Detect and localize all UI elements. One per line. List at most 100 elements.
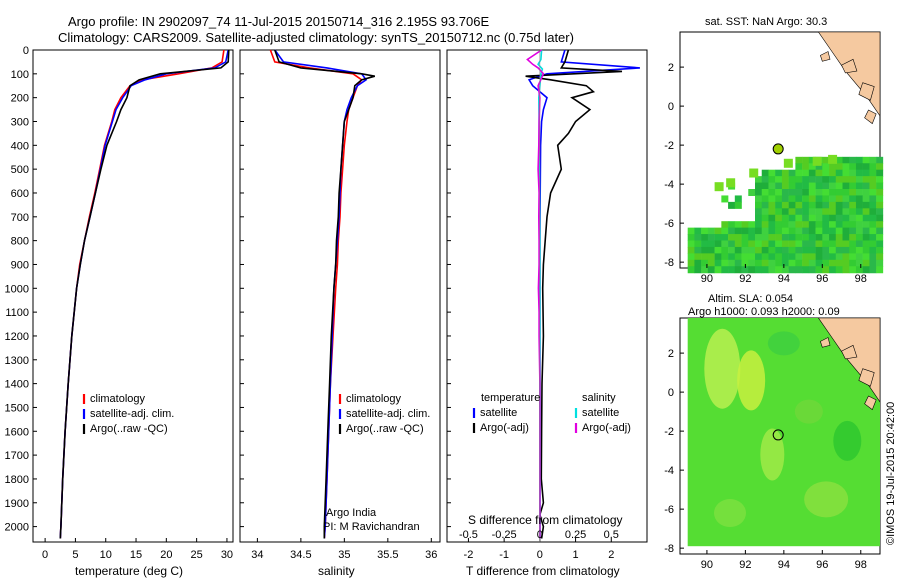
sst-cell (768, 266, 776, 274)
sst-cell (842, 266, 850, 274)
sst-cell (862, 176, 870, 184)
sst-cell (869, 259, 877, 267)
sst-cell (829, 221, 837, 229)
sst-cell (728, 240, 736, 248)
sst-cell (869, 169, 877, 177)
sst-cell (761, 240, 769, 248)
sst-cell (808, 240, 816, 248)
sst-cell (781, 234, 789, 242)
sla-field-blob-7 (767, 331, 800, 356)
sst-cell (707, 227, 715, 235)
sst-cell (802, 259, 810, 267)
sst-ytick-label-3: -4 (664, 179, 674, 191)
difference-panel-frame (446, 49, 648, 543)
sst-cell (734, 240, 742, 248)
sst-cell (788, 169, 796, 177)
sst-xtick-label-4: 98 (855, 273, 867, 285)
sst-cell (728, 246, 736, 254)
salinity-xtick-label-0: 34 (251, 549, 263, 561)
sst-cell (869, 221, 877, 229)
sst-cell (781, 246, 789, 254)
sst-cell (768, 208, 776, 216)
sst-cell (862, 253, 870, 261)
sst-cell (855, 240, 863, 248)
sst-cell (802, 195, 810, 203)
sst-cell (788, 214, 796, 222)
sst-cell (755, 189, 762, 197)
sst-cell (694, 246, 702, 254)
sst-cell (748, 221, 756, 229)
sst-cell (755, 234, 762, 242)
sst-cell (829, 214, 837, 222)
sst-cell (755, 201, 762, 209)
sst-cell (829, 195, 837, 203)
sst-cell (876, 266, 884, 274)
sst-cell (876, 195, 884, 203)
sst-cell (768, 234, 776, 242)
sst-cell (802, 234, 810, 242)
sst-cell (802, 208, 810, 216)
sst-cell (876, 221, 884, 229)
sst-cell-isolated-5 (828, 154, 838, 164)
sst-cell (768, 246, 776, 254)
sla-ytick-label-5: -8 (664, 543, 674, 555)
depth-tick-label-1500: 1500 (5, 402, 29, 414)
sst-cell (855, 259, 863, 267)
sst-cell (822, 227, 830, 235)
sst-cell (788, 195, 796, 203)
sst-cell (815, 246, 823, 254)
sla-field-blob-2 (760, 428, 785, 481)
sst-cell (701, 234, 709, 242)
sst-cell (795, 182, 803, 190)
sst-cell (876, 253, 884, 261)
sst-cell (802, 253, 810, 261)
sst-cell (761, 253, 769, 261)
difference-xtick-label-4: 2 (608, 549, 614, 561)
sla-field-blob-4 (794, 399, 823, 424)
sst-cell (775, 246, 783, 254)
sst-cell (734, 201, 742, 209)
temperature-xtick-label-1: 5 (72, 549, 78, 561)
sst-cell (815, 240, 823, 248)
sst-cell (755, 195, 762, 203)
difference-xtick-label-2: 0 (537, 549, 543, 561)
temperature-series-1 (59, 49, 229, 539)
sst-cell (734, 253, 742, 261)
sst-cell (775, 214, 783, 222)
difference-series-1 (525, 49, 623, 539)
depth-tick-label-600: 600 (11, 188, 29, 200)
sst-cell (876, 169, 884, 177)
sst-cell (822, 201, 830, 209)
sst-cell (781, 253, 789, 261)
sla-xtick-label-4: 98 (855, 559, 867, 571)
sst-cell (802, 240, 810, 248)
sst-cell (815, 208, 823, 216)
sst-cell (876, 156, 884, 164)
sst-cell (876, 259, 884, 267)
sst-cell (795, 240, 803, 248)
sst-cell (755, 208, 762, 216)
sst-cell (775, 221, 783, 229)
sst-cell (835, 189, 843, 197)
sla-field-blob-5 (714, 499, 746, 528)
sst-cell (822, 169, 830, 177)
sst-cell (755, 182, 762, 190)
salinity-panel-frame (239, 49, 441, 543)
sst-cell (808, 189, 816, 197)
sla-island-2 (864, 395, 877, 411)
sst-cell (808, 253, 816, 261)
sst-cell (849, 156, 857, 164)
sst-ytick-label-5: -8 (664, 257, 674, 269)
sst-cell (734, 246, 742, 254)
temperature-xtick-label-5: 25 (191, 549, 203, 561)
sst-cell (714, 253, 722, 261)
sst-cell (781, 201, 789, 209)
sst-cell (728, 266, 736, 274)
sla-xtick-label-3: 96 (816, 559, 828, 571)
sla-map: 90 92 94 96 98 2 0 -2 -4 -6 -8 (664, 317, 881, 571)
sst-cell (822, 182, 830, 190)
difference-legend-temperature-title: temperature (481, 392, 540, 404)
difference-top-tick-label-2: 0 (537, 529, 543, 541)
sst-cell (761, 234, 769, 242)
sst-cell (795, 246, 803, 254)
